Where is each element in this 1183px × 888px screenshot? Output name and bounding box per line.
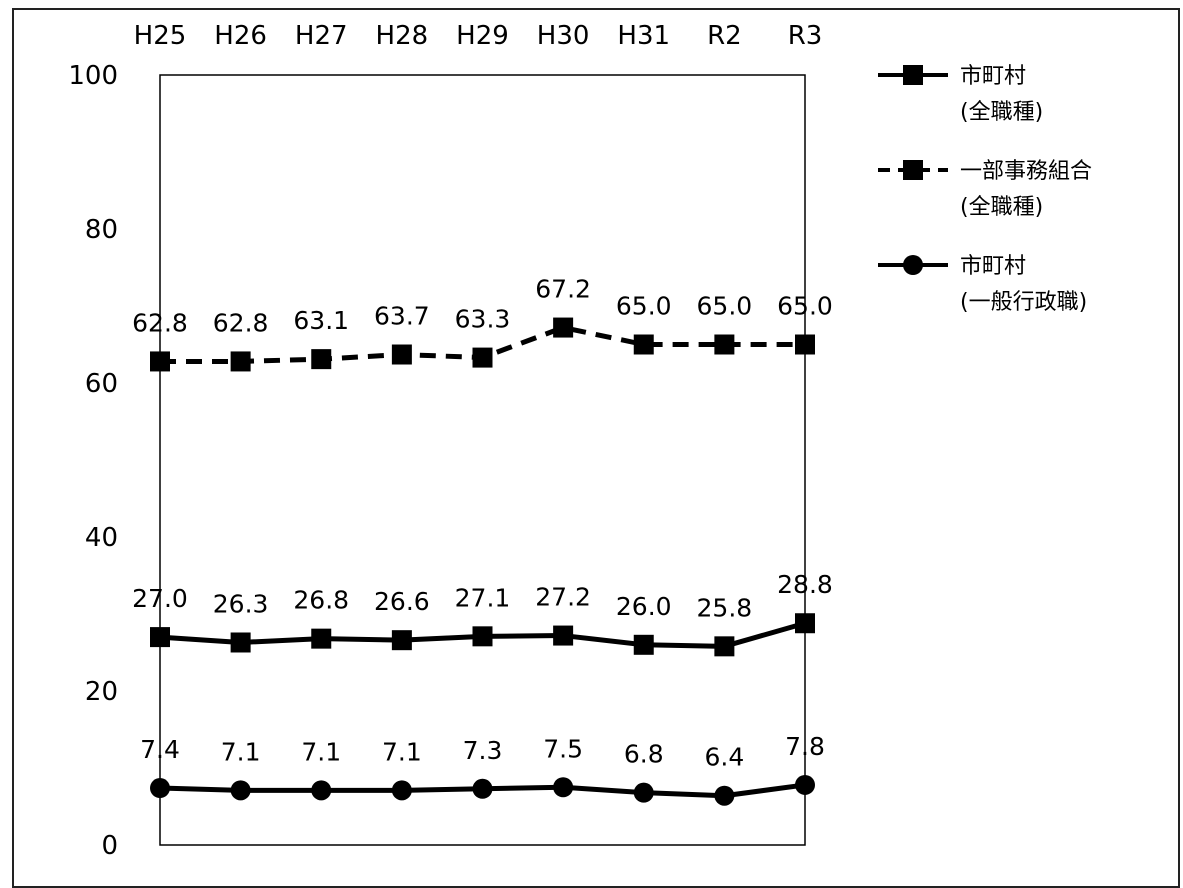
y-tick-label: 60 [85, 369, 118, 399]
series-3-point [311, 780, 332, 801]
series-3-point [795, 774, 815, 795]
series-1-point [633, 634, 654, 655]
legend-label-1: 市町村 [960, 64, 1026, 89]
plot-area [159, 74, 806, 846]
series-3-point [714, 785, 735, 806]
series-2-data-label: 63.7 [374, 302, 430, 331]
x-tick-label: H27 [295, 21, 348, 51]
series-1-data-label: 26.8 [293, 586, 349, 615]
series-2-point [230, 351, 251, 372]
series-2-data-label: 67.2 [535, 275, 591, 304]
series-2-point [391, 344, 412, 365]
series-3-data-label: 7.3 [463, 736, 503, 765]
series-3-data-label: 6.4 [704, 743, 744, 772]
series-3-data-label: 7.1 [382, 737, 422, 766]
y-tick-label: 20 [85, 677, 118, 707]
legend-marker-1 [903, 65, 923, 85]
series-1-data-label: 26.0 [616, 592, 672, 621]
series-2-point [150, 351, 170, 372]
series-2-point [472, 347, 493, 368]
x-tick-label: R3 [788, 21, 823, 51]
legend-label-2: 一部事務組合 [960, 159, 1092, 184]
series-1-point [553, 625, 574, 646]
x-tick-label: H31 [617, 21, 670, 51]
y-tick-label: 40 [85, 523, 118, 553]
series-2-data-label: 65.0 [697, 292, 753, 321]
series-2-point [311, 349, 332, 370]
series-2-data-label: 63.3 [455, 305, 511, 334]
series-3-data-label: 7.4 [140, 735, 180, 764]
series-1-point [795, 613, 815, 634]
series-2-data-label: 62.8 [132, 308, 188, 337]
series-3-data-label: 7.1 [221, 737, 261, 766]
series-1-data-label: 26.3 [213, 589, 269, 618]
series-2-point [714, 334, 735, 355]
chart-frame [12, 8, 1180, 888]
legend-label-1: (全職種) [960, 100, 1043, 125]
series-3-data-label: 7.8 [785, 732, 825, 761]
series-2-point [553, 317, 574, 338]
series-3-point [150, 778, 170, 799]
series-1-point [230, 632, 251, 653]
series-1-data-label: 26.6 [374, 587, 430, 616]
series-3-point [230, 780, 251, 801]
series-3-data-label: 7.1 [301, 737, 341, 766]
series-1-data-label: 28.8 [777, 570, 833, 599]
series-3-point [391, 780, 412, 801]
x-tick-label: H28 [376, 21, 429, 51]
series-1-data-label: 27.0 [132, 584, 188, 613]
series-2-data-label: 63.1 [293, 306, 349, 335]
x-tick-label: H29 [456, 21, 509, 51]
legend-marker-2 [903, 160, 923, 180]
series-2-data-label: 65.0 [616, 292, 672, 321]
y-tick-label: 0 [101, 831, 118, 861]
series-3-data-label: 6.8 [624, 740, 664, 769]
x-tick-label: H25 [134, 21, 187, 51]
x-tick-label: H30 [537, 21, 590, 51]
series-1-data-label: 27.1 [455, 583, 511, 612]
series-1-point [150, 627, 170, 648]
series-3-data-label: 7.5 [543, 734, 583, 763]
series-2-point [633, 334, 654, 355]
series-3-point [472, 778, 493, 799]
series-1-point [714, 636, 735, 657]
series-1-point [472, 626, 493, 647]
legend-label-3: (一般行政職) [960, 290, 1087, 315]
legend-label-2: (全職種) [960, 195, 1043, 220]
legend-label-3: 市町村 [960, 254, 1026, 279]
series-1-data-label: 25.8 [697, 593, 753, 622]
x-tick-label: H26 [214, 21, 267, 51]
series-2-data-label: 65.0 [777, 292, 833, 321]
series-2-point [795, 334, 815, 355]
series-1-point [391, 630, 412, 651]
series-1-data-label: 27.2 [535, 583, 591, 612]
series-2-data-label: 62.8 [213, 308, 269, 337]
legend-marker-3 [903, 255, 923, 275]
series-3-point [633, 782, 654, 803]
y-tick-label: 100 [68, 61, 118, 91]
series-3-point [553, 777, 574, 798]
series-1-point [311, 628, 332, 649]
y-tick-label: 80 [85, 215, 118, 245]
x-tick-label: R2 [707, 21, 742, 51]
